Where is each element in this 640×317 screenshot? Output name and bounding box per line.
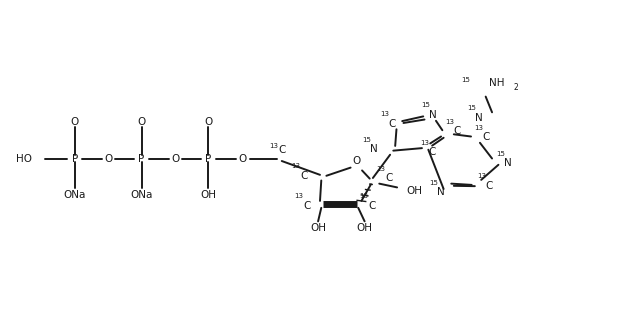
Text: C: C bbox=[453, 126, 461, 136]
Text: 15: 15 bbox=[429, 180, 438, 186]
Text: 13: 13 bbox=[269, 143, 278, 149]
Text: O: O bbox=[104, 153, 113, 164]
Text: 15: 15 bbox=[420, 102, 429, 108]
Text: N: N bbox=[504, 158, 512, 168]
Text: C: C bbox=[369, 201, 376, 210]
Text: OH: OH bbox=[406, 186, 422, 196]
Text: 13: 13 bbox=[380, 111, 389, 117]
Text: 15: 15 bbox=[461, 77, 470, 83]
Text: 2: 2 bbox=[513, 82, 518, 92]
Text: 13: 13 bbox=[360, 193, 369, 199]
Text: 13: 13 bbox=[445, 119, 454, 125]
Text: O: O bbox=[138, 117, 146, 127]
Text: 13: 13 bbox=[376, 166, 385, 172]
Text: 13: 13 bbox=[420, 140, 429, 146]
Text: 15: 15 bbox=[362, 137, 371, 143]
Text: C: C bbox=[300, 171, 308, 181]
Text: C: C bbox=[303, 201, 311, 210]
Text: 13: 13 bbox=[477, 173, 486, 179]
Text: P: P bbox=[138, 153, 145, 164]
Text: C: C bbox=[388, 119, 396, 129]
Text: N: N bbox=[437, 187, 445, 197]
Text: OH: OH bbox=[310, 223, 326, 233]
Text: 15: 15 bbox=[496, 151, 505, 157]
Text: N: N bbox=[371, 144, 378, 154]
Text: O: O bbox=[204, 117, 212, 127]
Text: OH: OH bbox=[356, 223, 372, 233]
Text: O: O bbox=[353, 156, 361, 166]
Text: P: P bbox=[72, 153, 78, 164]
Text: C: C bbox=[278, 146, 285, 155]
Text: O: O bbox=[70, 117, 79, 127]
Text: C: C bbox=[428, 147, 436, 157]
Text: NH: NH bbox=[489, 78, 504, 88]
Text: HO: HO bbox=[16, 153, 32, 164]
Text: O: O bbox=[172, 153, 179, 164]
Text: P: P bbox=[205, 153, 212, 164]
Text: C: C bbox=[483, 132, 490, 142]
Text: OH: OH bbox=[200, 190, 216, 200]
Text: ONa: ONa bbox=[63, 190, 86, 200]
Text: N: N bbox=[476, 113, 483, 123]
Text: N: N bbox=[429, 109, 436, 120]
Text: ONa: ONa bbox=[131, 190, 153, 200]
Text: O: O bbox=[238, 153, 246, 164]
Text: 13: 13 bbox=[474, 125, 483, 131]
Text: 13: 13 bbox=[294, 193, 303, 199]
Text: 13: 13 bbox=[291, 164, 300, 170]
Text: 15: 15 bbox=[467, 105, 476, 111]
Text: C: C bbox=[486, 180, 493, 191]
Text: C: C bbox=[385, 173, 392, 183]
